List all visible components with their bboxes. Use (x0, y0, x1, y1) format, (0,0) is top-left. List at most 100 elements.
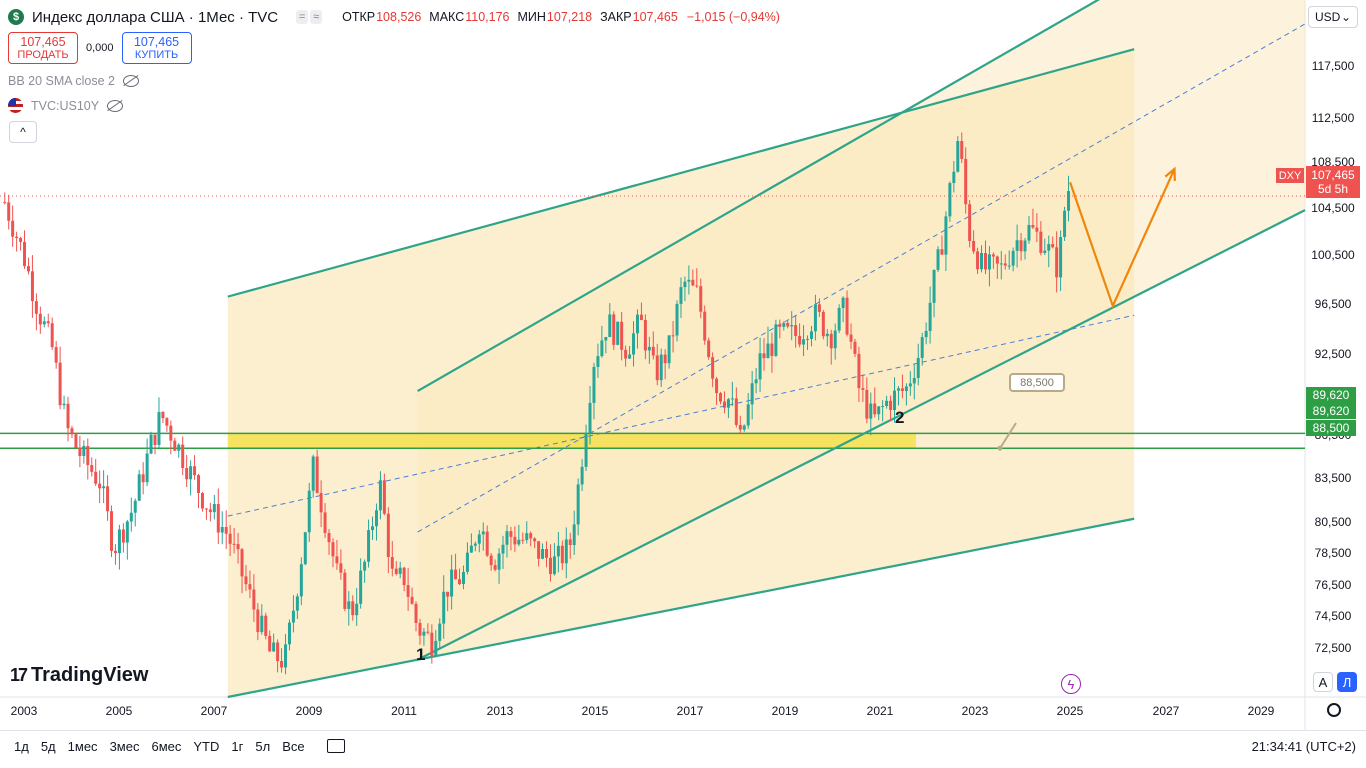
time-tick: 2007 (200, 704, 228, 718)
compare-toggle[interactable]: = ≈ (296, 10, 323, 24)
currency-label: USD (1315, 10, 1341, 24)
candle-body (639, 314, 643, 321)
candle-body (944, 216, 948, 255)
time-tick: 2011 (391, 704, 417, 718)
compare-equal-icon[interactable]: = (296, 10, 309, 24)
candle-body (1051, 244, 1055, 248)
hidden-eye-icon[interactable] (107, 99, 124, 112)
buy-button[interactable]: 107,465 КУПИТЬ (121, 32, 192, 64)
candle-body (545, 548, 549, 558)
candle-body (240, 549, 244, 577)
timeframe-6m[interactable]: 6мес (151, 738, 182, 754)
candle-body (782, 322, 786, 327)
candle-body (722, 401, 726, 408)
time-tick: 2029 (1247, 704, 1275, 718)
timeframe-3m[interactable]: 3мес (109, 738, 140, 754)
candle-body (208, 509, 212, 513)
trade-panel: 107,465 ПРОДАТЬ 0,000 107,465 КУПИТЬ (8, 32, 192, 64)
sell-price: 107,465 (20, 35, 66, 49)
timeframe-5d[interactable]: 5д (40, 738, 56, 754)
candle-body (465, 552, 469, 572)
candle-body (244, 576, 248, 585)
price-callout[interactable]: 88,500 (1009, 373, 1065, 392)
timeframe-1d[interactable]: 1д (14, 738, 29, 754)
indicator-compare[interactable]: TVC:US10Y (8, 98, 124, 113)
candle-body (968, 204, 972, 241)
timeframe-5y[interactable]: 5л (255, 738, 271, 754)
candle-body (1019, 240, 1023, 252)
candle-body (1059, 237, 1063, 278)
symbol-title[interactable]: Индекс доллара США · 1Мес · TVC (32, 8, 279, 26)
currency-select[interactable]: USD ⌄ (1308, 6, 1358, 28)
time-tick: 2021 (866, 704, 894, 718)
candle-body (438, 623, 442, 641)
candle-body (113, 550, 117, 554)
timeframe-1m[interactable]: 1мес (67, 738, 98, 754)
candle-body (865, 389, 869, 419)
goto-date-icon[interactable] (326, 739, 345, 753)
candle-body (129, 512, 133, 522)
candle-body (683, 281, 687, 288)
candle-body (841, 297, 845, 308)
candle-body (734, 398, 738, 425)
candle-body (359, 570, 363, 604)
candle-body (948, 183, 952, 217)
candle-body (904, 386, 908, 392)
ohlc-low: МИН107,218 (517, 10, 593, 24)
candle-body (110, 511, 114, 551)
candle-body (74, 434, 78, 448)
bolt-icon[interactable]: ϟ (1061, 674, 1081, 694)
candle-body (541, 548, 545, 559)
symbol-price-tag: DXY (1276, 168, 1304, 183)
ohlc-open: ОТКР108,526 (342, 10, 422, 24)
chevron-down-icon: ⌄ (1340, 10, 1351, 24)
settings-gear-icon[interactable] (1327, 703, 1341, 717)
candle-body (983, 252, 987, 270)
price-tick: 76,500 (1314, 578, 1352, 592)
candle-body (82, 446, 86, 457)
auto-scale-button[interactable]: A (1313, 672, 1333, 692)
timeframe-ytd[interactable]: YTD (193, 738, 220, 754)
projection-arrow-head (1164, 166, 1176, 181)
candle-body (501, 544, 505, 554)
candle-body (556, 545, 560, 557)
candle-body (679, 287, 683, 304)
price-chart[interactable] (0, 0, 1366, 730)
candle-body (406, 585, 410, 597)
sell-button[interactable]: 107,465 ПРОДАТЬ (8, 32, 78, 64)
candle-body (770, 343, 774, 356)
candle-body (809, 331, 813, 339)
log-scale-button[interactable]: Л (1337, 672, 1357, 692)
candle-body (485, 531, 489, 556)
candle-body (371, 526, 375, 531)
collapse-legend-button[interactable]: ^ (9, 121, 37, 143)
clock[interactable]: 21:34:41 (UTC+2) (1251, 738, 1356, 754)
candle-body (632, 333, 636, 355)
compare-wave-icon[interactable]: ≈ (310, 10, 323, 24)
callout-connector (999, 422, 1017, 449)
candle-body (291, 610, 295, 623)
channel-line-outer-upper (227, 48, 1135, 298)
indicator-bb[interactable]: BB 20 SMA close 2 (8, 74, 140, 88)
candle-body (197, 475, 201, 494)
candle-body (1067, 191, 1071, 211)
level-tag: 89,620 (1306, 403, 1356, 419)
candle-body (952, 171, 956, 184)
candle-body (703, 311, 707, 341)
current-price-tag: 107,465 5d 5h (1306, 166, 1360, 198)
candle-body (849, 334, 853, 342)
candle-body (418, 623, 422, 636)
timeframe-1y[interactable]: 1г (231, 738, 244, 754)
candle-body (552, 556, 556, 575)
candle-body (726, 399, 730, 408)
candle-body (608, 314, 612, 338)
time-tick: 2003 (10, 704, 38, 718)
timeframe-all[interactable]: Все (282, 738, 305, 754)
candle-body (402, 567, 406, 586)
candle-body (821, 311, 825, 337)
candle-body (86, 446, 90, 466)
candle-body (750, 383, 754, 405)
hidden-eye-icon[interactable] (123, 75, 140, 87)
candle-body (224, 526, 228, 534)
candle-body (149, 434, 153, 454)
